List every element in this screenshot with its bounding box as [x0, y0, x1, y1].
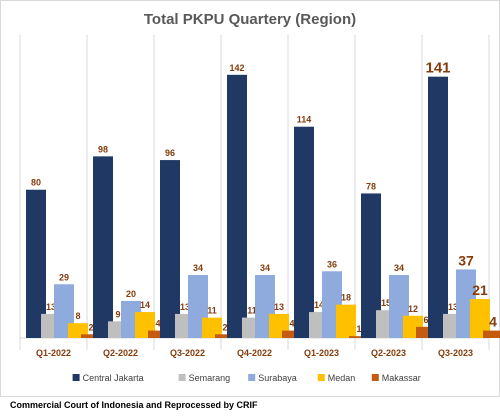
data-label-makassar: 4 [489, 314, 497, 330]
source-note: Commercial Court of Indonesia and Reproc… [10, 400, 258, 410]
data-label-medan: 11 [207, 306, 217, 316]
legend-swatch-surabaya [248, 374, 256, 381]
data-label-surabaya: 20 [126, 289, 136, 299]
x-tick-label: Q4-2022 [237, 348, 272, 358]
data-label-central-jakarta: 114 [297, 115, 312, 125]
data-label-surabaya: 34 [394, 263, 404, 273]
data-label-semarang: 9 [115, 309, 120, 319]
data-label-surabaya: 37 [458, 252, 474, 268]
legend-label-makassar: Makassar [382, 373, 421, 383]
x-tick-label: Q3-2023 [438, 348, 473, 358]
x-tick-label: Q1-2022 [36, 348, 71, 358]
data-label-surabaya: 34 [260, 263, 270, 273]
bar-central-jakarta [227, 74, 247, 339]
plot-area: 80132982Q1-202298920144Q2-2022961334112Q… [19, 35, 500, 358]
data-label-semarang: 13 [180, 302, 190, 312]
data-label-central-jakarta: 80 [31, 178, 41, 188]
data-label-makassar: 4 [289, 319, 294, 329]
legend-swatch-semarang [178, 374, 186, 381]
data-label-semarang: 15 [381, 298, 391, 308]
data-label-makassar: 4 [155, 319, 160, 329]
data-label-central-jakarta: 96 [165, 148, 175, 158]
bar-makassar [282, 330, 302, 338]
data-label-surabaya: 34 [193, 263, 203, 273]
bar-makassar [148, 330, 168, 338]
legend-label-semarang: Semarang [189, 373, 231, 383]
data-label-semarang: 11 [247, 306, 257, 316]
legend-label-medan: Medan [328, 373, 356, 383]
legend-label-central-jakarta: Central Jakarta [83, 373, 144, 383]
data-label-central-jakarta: 98 [98, 144, 108, 154]
chart-title: Total PKPU Quartery (Region) [144, 11, 356, 28]
data-label-central-jakarta: 78 [366, 181, 376, 191]
data-label-medan: 14 [140, 300, 150, 310]
bar-central-jakarta [26, 189, 46, 338]
bar-makassar [349, 336, 369, 338]
legend-swatch-medan [317, 374, 325, 381]
bar-medan [470, 299, 490, 338]
data-label-makassar: 6 [423, 315, 428, 325]
bar-makassar [483, 330, 500, 338]
legend: Central Jakarta Semarang Surabaya Medan Maka… [72, 373, 421, 383]
data-label-medan: 18 [341, 293, 351, 303]
x-tick-label: Q3-2022 [170, 348, 205, 358]
data-label-makassar: 2 [88, 322, 93, 332]
data-label-medan: 13 [274, 302, 284, 312]
data-label-semarang: 13 [448, 302, 458, 312]
bar-central-jakarta [160, 160, 180, 338]
x-tick-label: Q2-2023 [371, 348, 406, 358]
x-tick-label: Q1-2023 [304, 348, 339, 358]
legend-swatch-makassar [371, 374, 379, 381]
data-label-medan: 21 [472, 282, 488, 298]
data-label-semarang: 13 [46, 302, 56, 312]
bar-makassar [215, 334, 235, 338]
data-label-medan: 8 [75, 311, 80, 321]
data-label-makassar: 2 [222, 322, 227, 332]
data-label-surabaya: 36 [327, 259, 337, 269]
data-label-makassar: 1 [356, 324, 361, 334]
bar-medan [202, 317, 222, 338]
bar-central-jakarta [294, 126, 314, 338]
bar-medan [336, 304, 356, 338]
legend-label-surabaya: Surabaya [258, 373, 297, 383]
bar-makassar [416, 326, 436, 338]
data-label-surabaya: 29 [59, 272, 69, 282]
data-label-medan: 12 [408, 304, 418, 314]
legend-swatch-central-jakarta [72, 374, 80, 381]
bar-central-jakarta [428, 76, 448, 339]
data-label-central-jakarta: 141 [425, 60, 450, 77]
bar-central-jakarta [361, 193, 381, 338]
x-tick-label: Q2-2022 [103, 348, 138, 358]
bar-central-jakarta [93, 156, 113, 338]
data-label-central-jakarta: 142 [229, 63, 244, 73]
bar-makassar [81, 334, 101, 338]
data-label-semarang: 14 [314, 300, 324, 310]
